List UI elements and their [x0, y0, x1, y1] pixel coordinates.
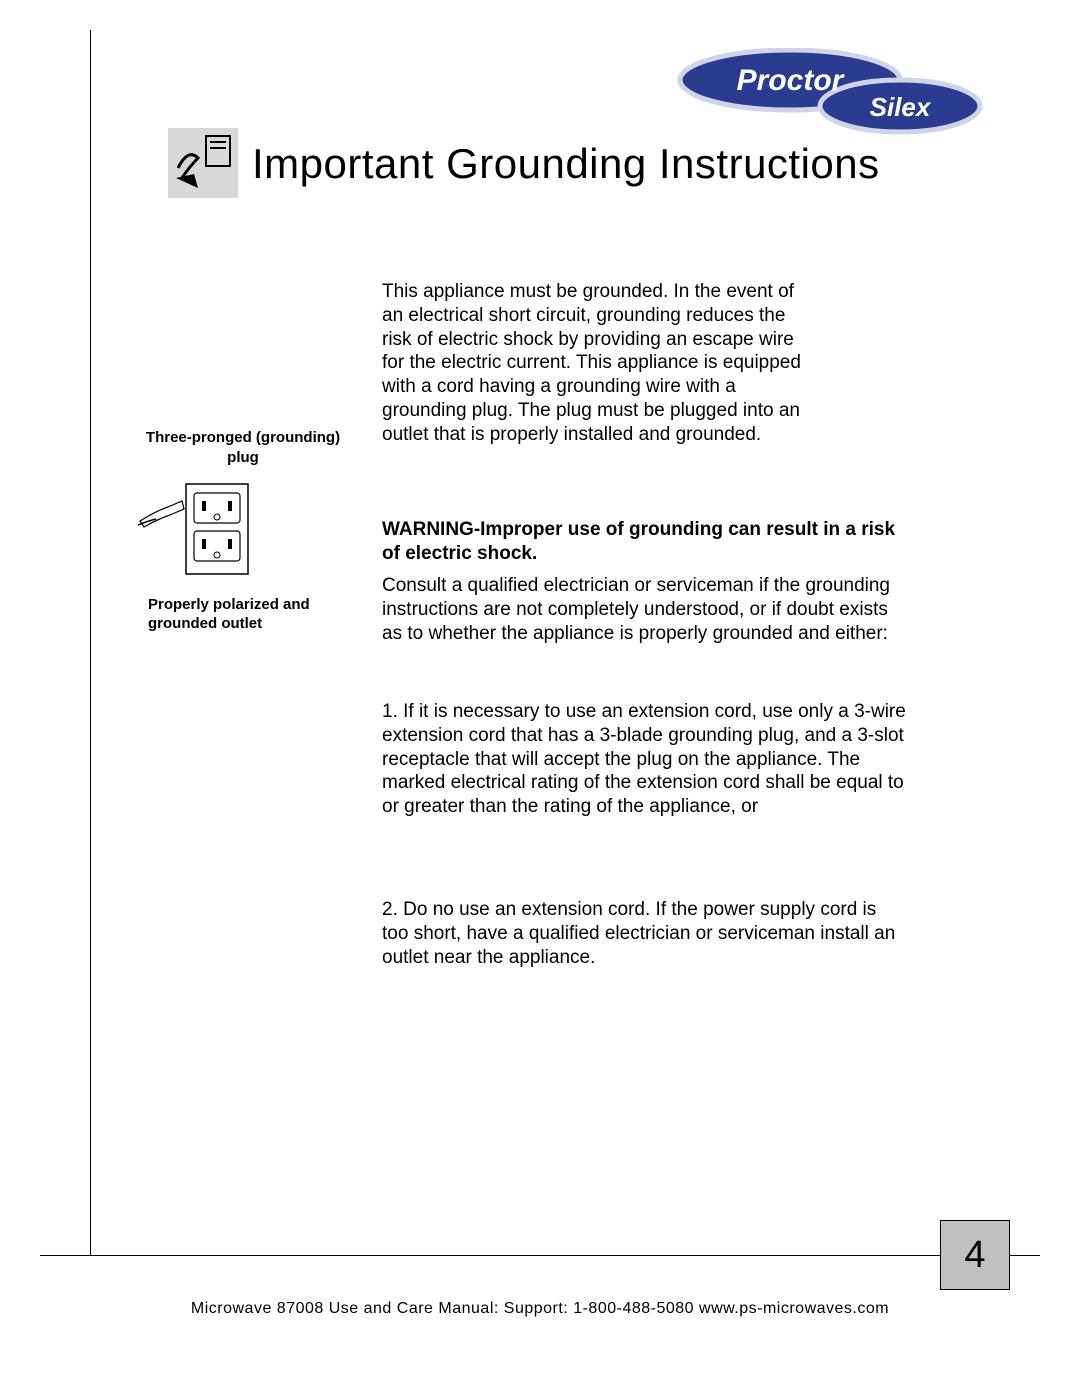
footer-rule [40, 1255, 1040, 1256]
outlet-icon [138, 479, 258, 579]
footer-text: Microwave 87008 Use and Care Manual: Sup… [0, 1300, 1080, 1318]
page-number-box: 4 [940, 1220, 1010, 1290]
brand-logo: Proctor Silex [675, 48, 985, 136]
warning-text: WARNING-Improper use of grounding can re… [382, 518, 907, 566]
consult-paragraph: Consult a qualified electrician or servi… [382, 574, 907, 645]
plug-safety-icon [168, 128, 238, 198]
sidebar-figure: Three-pronged (grounding) plug Properly … [138, 428, 348, 634]
brand-text-2: Silex [870, 92, 932, 122]
figure-label-bottom: Properly polarized and grounded outlet [138, 595, 348, 634]
intro-paragraph: This appliance must be grounded. In the … [382, 280, 812, 446]
list-item-1: 1. If it is necessary to use an extensio… [382, 700, 907, 819]
vertical-rule [90, 30, 91, 1255]
page-number: 4 [964, 1234, 985, 1277]
page-title: Important Grounding Instructions [252, 140, 880, 188]
list-item-2: 2. Do no use an extension cord. If the p… [382, 898, 907, 969]
brand-text-1: Proctor [737, 64, 846, 97]
figure-label-top: Three-pronged (grounding) plug [138, 428, 348, 467]
